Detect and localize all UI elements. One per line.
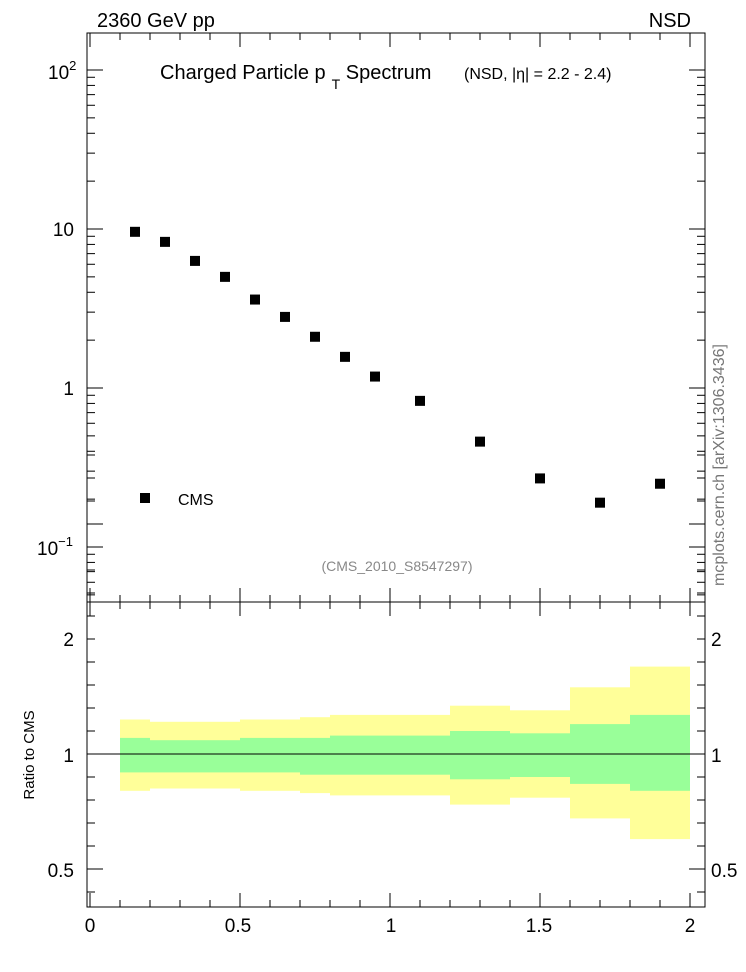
ratio-y-tick-label-1: 1 bbox=[63, 746, 74, 767]
x-tick-label-1.5: 1.5 bbox=[526, 916, 552, 937]
data-point-13 bbox=[655, 478, 665, 489]
x-tick-label-2: 2 bbox=[685, 916, 696, 937]
main-panel: 102 10 1 10−1 Charged Particle p T Spectr… bbox=[37, 32, 706, 603]
data-markers bbox=[130, 226, 665, 508]
analysis-tag: (CMS_2010_S8547297) bbox=[322, 558, 473, 574]
ratio-y-tick-label-2: 2 bbox=[63, 630, 74, 651]
ratio-inner-band-1 bbox=[150, 740, 180, 773]
ratio-y-axis-label: Ratio to CMS bbox=[21, 710, 38, 799]
chart-title: Charged Particle p T Spectrum bbox=[160, 62, 431, 92]
header-left-label: 2360 GeV pp bbox=[97, 10, 215, 32]
ratio-y-tick-labels-right: 2 1 0.5 bbox=[711, 630, 737, 882]
ratio-panel: 2 1 0.5 2 1 0.5 Ratio to CMS 0 0.5 1 1.5… bbox=[21, 454, 737, 937]
legend: CMS bbox=[140, 492, 214, 509]
ratio-inner-band-0 bbox=[120, 737, 150, 773]
ratio-y-tick-label-0.5: 0.5 bbox=[48, 861, 74, 882]
legend-label-cms: CMS bbox=[178, 492, 214, 509]
data-point-0 bbox=[130, 226, 140, 237]
title-subscript: T bbox=[332, 76, 341, 92]
side-watermark-label: mcplots.cern.ch [arXiv:1306.3436] bbox=[711, 344, 728, 586]
main-axis-ticks bbox=[87, 33, 705, 602]
x-tick-label-0.5: 0.5 bbox=[225, 916, 251, 937]
data-point-1 bbox=[160, 236, 170, 247]
ratio-inner-band-11 bbox=[510, 733, 570, 777]
ratio-inner-band-7 bbox=[330, 735, 360, 775]
ratio-y-tick-label-right-1: 1 bbox=[711, 746, 722, 767]
x-tick-labels: 0 0.5 1 1.5 2 bbox=[85, 916, 696, 937]
data-point-8 bbox=[370, 371, 380, 382]
data-point-4 bbox=[250, 294, 260, 305]
ratio-y-tick-label-right-2: 2 bbox=[711, 630, 722, 651]
ratio-y-tick-label-right-0.5: 0.5 bbox=[711, 861, 737, 882]
main-y-tick-labels: 102 10 1 10−1 bbox=[37, 58, 76, 560]
main-plot-frame bbox=[86, 32, 706, 603]
data-point-7 bbox=[340, 351, 350, 362]
ratio-uncertainty-bands bbox=[120, 666, 690, 840]
header-right-label: NSD bbox=[649, 10, 691, 32]
data-point-12 bbox=[595, 497, 605, 508]
ratio-inner-band-9 bbox=[390, 735, 450, 775]
ratio-plot-frame bbox=[86, 601, 706, 908]
data-point-6 bbox=[310, 331, 320, 342]
data-point-9 bbox=[415, 395, 425, 406]
chart-title-qualifier: (NSD, |η| = 2.2 - 2.4) bbox=[464, 66, 611, 83]
ratio-inner-band-13 bbox=[630, 714, 690, 791]
data-point-2 bbox=[190, 255, 200, 266]
ratio-inner-band-5 bbox=[270, 737, 300, 773]
y-tick-label-0.1: 10−1 bbox=[37, 534, 73, 560]
ratio-y-tick-labels-left: 2 1 0.5 bbox=[48, 630, 74, 882]
y-tick-label-1: 1 bbox=[63, 379, 74, 400]
ratio-inner-band-6 bbox=[300, 737, 330, 775]
data-point-5 bbox=[280, 311, 290, 322]
ratio-inner-band-8 bbox=[360, 735, 390, 775]
title-main-b: Spectrum bbox=[340, 62, 431, 84]
title-main-a: Charged Particle p bbox=[160, 62, 326, 84]
data-point-11 bbox=[535, 473, 545, 484]
ratio-inner-band-3 bbox=[210, 740, 240, 773]
ratio-inner-band-2 bbox=[180, 740, 210, 773]
y-tick-label-10: 10 bbox=[53, 220, 74, 241]
legend-marker bbox=[140, 493, 150, 503]
y-tick-label-100: 102 bbox=[48, 58, 76, 84]
ratio-axis-ticks bbox=[87, 454, 705, 907]
x-tick-label-1: 1 bbox=[386, 916, 397, 937]
ratio-inner-band-4 bbox=[240, 737, 270, 773]
data-point-10 bbox=[475, 436, 485, 447]
data-point-3 bbox=[220, 271, 230, 282]
x-tick-label-0: 0 bbox=[85, 916, 96, 937]
ratio-inner-band-10 bbox=[450, 731, 510, 780]
